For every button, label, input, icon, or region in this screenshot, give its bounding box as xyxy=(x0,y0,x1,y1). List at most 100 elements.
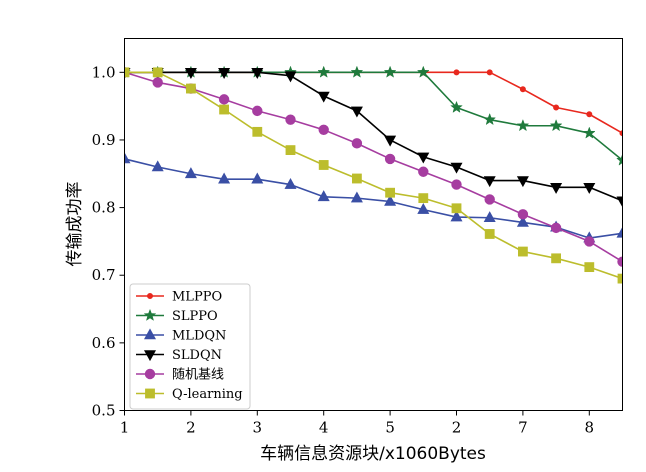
data-point xyxy=(616,153,623,166)
data-point xyxy=(453,69,460,76)
data-point xyxy=(184,68,197,79)
data-point xyxy=(484,194,495,205)
data-point xyxy=(284,71,297,83)
data-point xyxy=(550,222,562,234)
data-point xyxy=(451,203,462,214)
data-point xyxy=(285,145,296,155)
data-point xyxy=(351,173,362,184)
legend-item: MLPPO xyxy=(136,290,222,305)
data-point xyxy=(550,183,563,194)
data-point xyxy=(284,177,297,189)
data-point xyxy=(583,183,596,194)
data-point xyxy=(584,236,595,247)
data-point xyxy=(584,262,595,273)
data-point xyxy=(184,167,197,179)
y-axis-label: 传输成功率 xyxy=(65,182,85,267)
data-point xyxy=(318,160,329,170)
data-point xyxy=(152,77,163,88)
data-point xyxy=(484,229,495,239)
legend-item: SLPPO xyxy=(136,308,218,324)
series-line xyxy=(124,71,623,280)
legend-label: MLPPO xyxy=(172,290,222,305)
data-point xyxy=(617,273,623,284)
series-line xyxy=(124,71,623,263)
legend-item: Q-learning xyxy=(136,387,243,402)
legend-marker xyxy=(143,328,157,340)
data-point xyxy=(152,67,163,78)
data-point xyxy=(483,211,496,223)
data-point xyxy=(516,215,529,227)
data-point xyxy=(619,130,623,137)
legend-label: 随机基线 xyxy=(172,368,224,383)
legend-label: Q-learning xyxy=(172,387,243,402)
data-point xyxy=(450,210,463,222)
axis-ticks: 1 2 3 4 5 2 7 8 0.5 0.6 0.7 0.8 0.9 1.0 xyxy=(92,63,594,436)
data-point xyxy=(251,172,264,184)
legend-item: SLDQN xyxy=(136,348,222,363)
x-tick-label: 7 xyxy=(518,419,528,437)
data-point xyxy=(285,114,296,125)
x-tick-label: 3 xyxy=(253,419,263,437)
series-line xyxy=(124,71,623,161)
series-line xyxy=(124,71,623,134)
data-point xyxy=(219,104,229,115)
data-point xyxy=(317,190,330,202)
x-tick-label: 5 xyxy=(385,419,395,437)
x-tick-label: 8 xyxy=(585,419,595,437)
data-point xyxy=(252,126,263,137)
legend-label: SLPPO xyxy=(172,309,218,324)
legend-marker xyxy=(144,368,156,380)
chart-data-layer xyxy=(124,65,623,284)
data-point xyxy=(582,126,596,139)
legend-marker xyxy=(143,308,157,321)
x-tick-label: 2 xyxy=(186,419,196,437)
y-tick-label: 0.5 xyxy=(92,402,116,420)
data-point xyxy=(350,65,364,78)
series-4 xyxy=(124,67,623,267)
x-axis-label: 车辆信息资源块/x1060Bytes xyxy=(260,444,486,464)
data-point xyxy=(252,105,263,117)
data-point xyxy=(418,166,429,177)
plot-frame xyxy=(124,38,623,411)
data-point xyxy=(616,226,623,238)
data-point xyxy=(218,172,231,184)
data-point xyxy=(517,246,528,257)
series-line xyxy=(124,158,623,239)
y-tick-label: 0.6 xyxy=(92,334,116,352)
data-point xyxy=(385,187,395,198)
data-point xyxy=(549,119,563,132)
legend-item: 随机基线 xyxy=(136,368,224,383)
y-tick-label: 0.7 xyxy=(92,266,116,284)
y-tick-label: 1.0 xyxy=(92,63,116,81)
data-point xyxy=(516,176,529,188)
x-tick-label: 1 xyxy=(120,419,130,437)
data-point xyxy=(384,153,396,165)
series-5 xyxy=(124,67,623,284)
y-tick-label: 0.8 xyxy=(92,199,116,217)
data-point xyxy=(218,68,231,79)
data-point xyxy=(616,196,623,208)
legend-label: MLDQN xyxy=(172,329,226,344)
legend-item: MLDQN xyxy=(136,328,226,344)
data-point xyxy=(617,256,623,267)
data-point xyxy=(151,160,164,172)
data-point xyxy=(251,68,264,79)
data-point xyxy=(517,209,529,220)
data-point xyxy=(318,124,329,136)
x-tick-label: 4 xyxy=(319,419,329,437)
data-point xyxy=(450,162,463,174)
data-point xyxy=(450,100,463,113)
legend-label: SLDQN xyxy=(172,348,222,363)
data-point xyxy=(418,193,429,204)
data-point xyxy=(124,152,131,164)
x-tick-label: 2 xyxy=(452,419,462,437)
data-point xyxy=(317,65,331,78)
y-tick-label: 0.9 xyxy=(92,131,116,149)
data-point xyxy=(516,119,530,132)
data-point xyxy=(451,179,462,190)
data-point xyxy=(384,135,397,147)
data-point xyxy=(350,106,363,118)
data-point xyxy=(551,253,561,264)
data-point xyxy=(317,91,330,103)
legend-marker xyxy=(145,388,155,399)
